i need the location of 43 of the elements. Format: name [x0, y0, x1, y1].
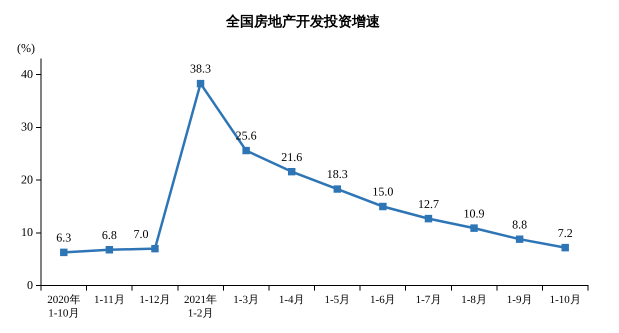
point	[470, 224, 478, 232]
point	[151, 244, 159, 252]
point	[561, 244, 569, 252]
data-label: 18.3	[326, 167, 348, 182]
x-tick-label: 1-9月	[506, 294, 532, 306]
point	[379, 202, 387, 210]
data-label: 25.6	[236, 128, 257, 143]
data-label: 15.0	[372, 184, 394, 199]
x-tick-label: 1-10月	[550, 294, 581, 306]
point	[196, 80, 204, 88]
y-axis-title: (%)	[17, 40, 35, 55]
y-tick-label: 40	[21, 66, 33, 81]
y-tick-label: 10	[21, 225, 33, 240]
point	[424, 214, 432, 222]
chart-title: 全国房地产开发投资增速	[225, 13, 381, 30]
data-label: 6.3	[56, 230, 72, 245]
x-tick-label: 1-4月	[278, 294, 305, 306]
point	[334, 185, 342, 193]
x-tick-label: 1-5月	[324, 294, 350, 306]
data-label: 7.2	[558, 226, 573, 240]
x-tick-label: 1-8月	[461, 294, 487, 306]
point	[242, 146, 250, 154]
x-tick-label: 1-11月	[94, 294, 125, 306]
point	[60, 248, 68, 256]
data-label: 21.6	[281, 150, 302, 164]
point	[516, 235, 524, 243]
y-tick-label: 30	[21, 120, 33, 134]
y-tick-label: 0	[27, 278, 33, 292]
data-label: 6.8	[102, 228, 117, 242]
data-label: 10.9	[464, 206, 485, 220]
y-tick-label: 20	[21, 172, 33, 186]
x-tick-label: 2021年 1-2月	[184, 294, 218, 320]
x-tick-label: 1-3月	[233, 294, 259, 306]
x-tick-label: 2020年 1-10月	[47, 294, 80, 320]
data-label: 12.7	[418, 196, 439, 211]
point	[288, 168, 296, 176]
data-label: 7.0	[133, 226, 148, 241]
x-tick-label: 1-6月	[370, 294, 396, 306]
data-label: 38.3	[190, 62, 212, 76]
x-tick-label: 1-12月	[139, 294, 171, 306]
data-label: 8.8	[512, 217, 528, 232]
x-tick-label: 1-7月	[416, 294, 442, 306]
point	[106, 246, 114, 254]
